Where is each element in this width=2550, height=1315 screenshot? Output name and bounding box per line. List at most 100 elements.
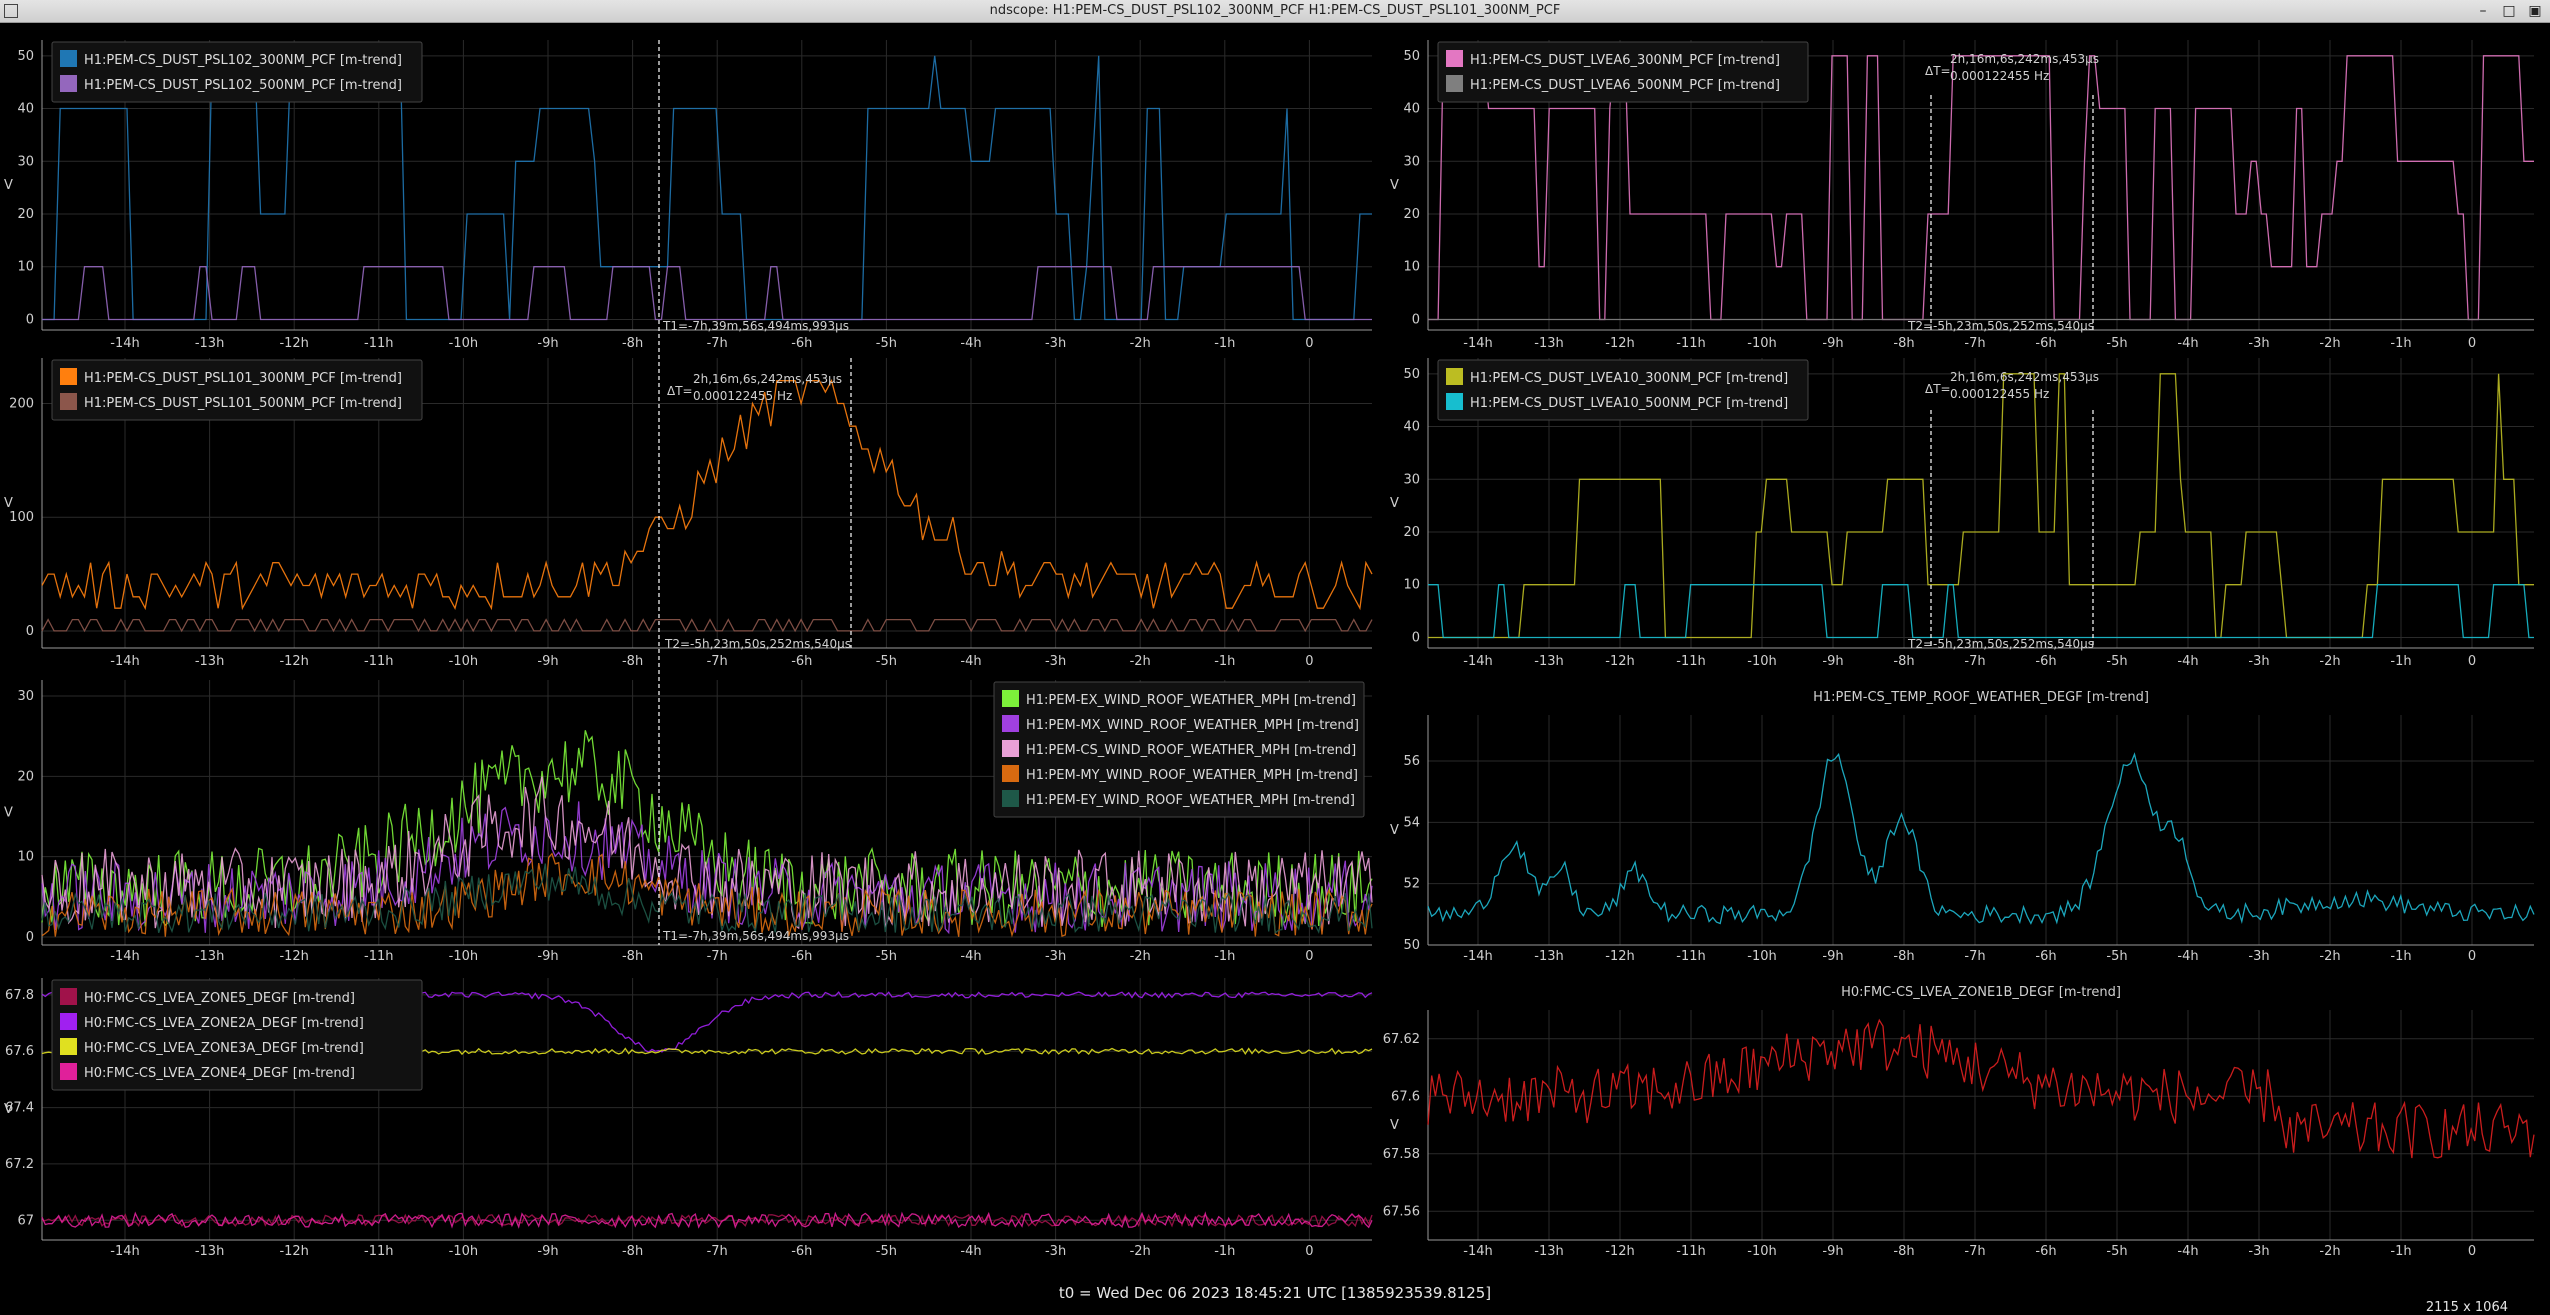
plot-panel-left-3[interactable]: -14h -13h -12h -11h -10h -9h -8h -7h -6h -5h -4h -3… [4,680,1373,964]
y-tick-label: 200 [9,396,34,411]
legend[interactable]: H1:PEM-CS_DUST_LVEA10_300NM_PCF [m-trend… [1437,359,1809,421]
x-tick-label: -3h [2248,1244,2269,1259]
y-tick-label: 67 [17,1213,34,1228]
legend-entry: H0:FMC-CS_LVEA_ZONE5_DEGF [m-trend] [84,991,355,1006]
delta-t-label: ΔT= [1925,382,1951,396]
cursor-t1-label: T1=-7h,39m,56s,494ms,993µs [662,929,849,943]
x-tick-label: -2h [1130,336,1151,351]
legend-entry: H1:PEM-CS_WIND_ROOF_WEATHER_MPH [m-trend… [1026,743,1356,758]
x-tick-label: -2h [2319,336,2340,351]
x-tick-label: -9h [537,949,558,964]
y-tick-label: 20 [17,769,34,784]
x-tick-label: 0 [2468,654,2476,669]
x-tick-label: -13h [195,336,224,351]
x-tick-label: -5h [876,949,897,964]
y-tick-label: 10 [17,850,34,865]
y-tick-label: 30 [17,154,34,169]
y-tick-label: 54 [1403,815,1420,830]
plot-panel-right-4[interactable]: -14h -13h -12h -11h -10h -9h -8h -7h -6h -5h -4h -3… [1383,985,2535,1259]
legend-swatch [1002,715,1019,732]
x-tick-label: -9h [1822,654,1843,669]
legend[interactable]: H0:FMC-CS_LVEA_ZONE5_DEGF [m-trend] H0:FM… [51,979,423,1091]
x-tick-label: -6h [2035,949,2056,964]
x-tick-label: -8h [1893,949,1914,964]
legend-swatch [1446,50,1463,67]
x-tick-label: -2h [2319,949,2340,964]
x-tick-label: -1h [1214,654,1235,669]
y-tick-label: 40 [1403,420,1420,435]
trace-1 [42,55,1372,321]
x-tick-label: -13h [1534,336,1563,351]
window-title: ndscope: H1:PEM-CS_DUST_PSL102_300NM_PCF… [989,3,1561,18]
x-tick-label: -3h [1045,949,1066,964]
x-tick-label: -11h [364,1244,393,1259]
y-tick-label: 20 [1403,207,1420,222]
y-tick-label: 40 [1403,102,1420,117]
x-tick-label: -13h [195,654,224,669]
y-tick-label: 100 [9,510,34,525]
x-tick-label: -7h [707,949,728,964]
maximize-icon[interactable]: □ [2502,3,2516,19]
x-tick-label: 0 [2468,1244,2476,1259]
minimize-icon[interactable]: – [2479,3,2487,19]
plot-panel-right-2[interactable]: -14h -13h -12h -11h -10h -9h -8h -7h -6h -5h -4h -3… [1390,358,2534,669]
y-tick-label: 20 [17,207,34,222]
y-axis-label: V [1390,178,1399,193]
legend-entry: H0:FMC-CS_LVEA_ZONE3A_DEGF [m-trend] [84,1041,364,1056]
legend-box [51,41,423,103]
plot-panel-left-1[interactable]: -14h -13h -12h -11h -10h -9h -8h -7h -6h -5h -4h -3… [4,40,1372,351]
x-tick-label: -5h [2106,336,2127,351]
y-tick-label: 67.6 [5,1044,34,1059]
y-tick-label: 50 [1403,49,1420,64]
x-tick-label: -6h [2035,1244,2056,1259]
legend-swatch [1446,393,1463,410]
y-tick-label: 10 [1403,578,1420,593]
x-tick-label: 0 [2468,336,2476,351]
x-tick-label: -10h [1747,336,1776,351]
x-tick-label: -5h [2106,654,2127,669]
plot-panel-left-4[interactable]: -14h -13h -12h -11h -10h -9h -8h -7h -6h -5h -4h -3… [4,978,1373,1259]
x-tick-label: -8h [1893,654,1914,669]
y-axis-label: V [1390,496,1399,511]
delta-t-value: 2h,16m,6s,242ms,453µs [1950,370,2099,384]
plot-panel-right-1[interactable]: -14h -13h -12h -11h -10h -9h -8h -7h -6h -5h -4h -3… [1390,40,2534,351]
x-tick-label: -7h [707,654,728,669]
y-axis-label: V [4,178,13,193]
y-tick-label: 50 [1403,938,1420,953]
close-icon[interactable]: ▣ [2528,3,2542,19]
x-tick-label: -10h [449,1244,478,1259]
plot-title: H0:FMC-CS_LVEA_ZONE1B_DEGF [m-trend] [1841,985,2121,1000]
legend-entry: H1:PEM-CS_DUST_LVEA6_500NM_PCF [m-trend] [1470,78,1780,93]
plot-panel-left-2[interactable]: -14h -13h -12h -11h -10h -9h -8h -7h -6h -5h -4h -3… [4,358,1373,669]
x-tick-label: -14h [1463,654,1492,669]
y-tick-label: 30 [1403,154,1420,169]
x-tick-label: 0 [1305,1244,1313,1259]
trace-1 [1427,1018,2535,1159]
legend[interactable]: H1:PEM-CS_DUST_PSL102_300NM_PCF [m-trend… [51,41,423,103]
x-tick-label: -13h [1534,654,1563,669]
legend-entry: H1:PEM-EX_WIND_ROOF_WEATHER_MPH [m-trend… [1026,693,1356,708]
x-tick-label: -8h [1893,336,1914,351]
x-tick-label: -10h [1747,1244,1776,1259]
x-tick-label: -14h [1463,949,1492,964]
y-tick-label: 67.2 [5,1157,34,1172]
delta-t-frequency: 0.000122455 Hz [1950,69,2049,83]
legend[interactable]: H1:PEM-CS_DUST_PSL101_300NM_PCF [m-trend… [51,359,423,421]
x-tick-label: -12h [1605,1244,1634,1259]
legend[interactable]: H1:PEM-CS_DUST_LVEA6_300NM_PCF [m-trend]… [1437,41,1809,103]
x-tick-label: -8h [622,1244,643,1259]
plot-panel-right-3[interactable]: -14h -13h -12h -11h -10h -9h -8h -7h -6h -5h -4h -3… [1390,690,2535,964]
window-menu-icon[interactable] [4,4,18,18]
x-tick-label: -9h [537,336,558,351]
legend-box [51,979,423,1091]
cursor-t1-label: T1=-7h,39m,56s,494ms,993µs [662,319,849,333]
x-tick-label: -7h [1964,654,1985,669]
x-tick-label: -8h [1893,1244,1914,1259]
x-tick-label: -4h [2177,336,2198,351]
legend-entry: H1:PEM-CS_DUST_PSL101_500NM_PCF [m-trend… [84,396,402,411]
delta-t-label: ΔT= [1925,64,1951,78]
legend-entry: H0:FMC-CS_LVEA_ZONE2A_DEGF [m-trend] [84,1016,364,1031]
x-tick-label: -12h [1605,336,1634,351]
legend[interactable]: H1:PEM-EX_WIND_ROOF_WEATHER_MPH [m-trend… [993,681,1365,818]
plot-area[interactable]: -14h -13h -12h -11h -10h -9h -8h -7h -6h -5h -4h -3… [0,22,2550,1282]
